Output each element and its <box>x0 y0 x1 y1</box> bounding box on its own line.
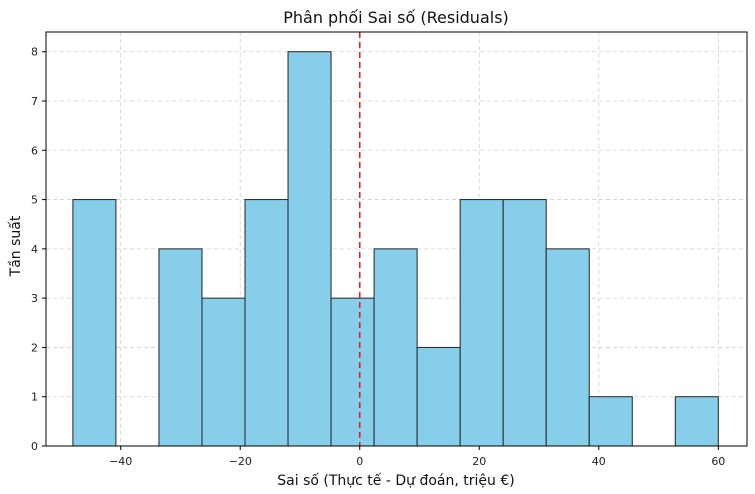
histogram-bar <box>244 199 289 447</box>
histogram-bar <box>72 199 117 447</box>
histogram-bar <box>158 248 203 447</box>
plot-frame <box>45 31 748 447</box>
x-tick-label: −40 <box>109 455 132 468</box>
y-tick-label: 1 <box>31 391 38 404</box>
x-tick-label: −20 <box>229 455 252 468</box>
y-tick-label: 2 <box>31 341 38 354</box>
x-tick-label: 0 <box>356 455 363 468</box>
histogram-bar <box>588 396 633 447</box>
x-axis-ticks: −40 −20 0 20 40 60 <box>109 446 725 468</box>
histogram-bar <box>416 346 461 447</box>
y-tick-label: 7 <box>31 95 38 108</box>
histogram-bar <box>502 199 547 447</box>
histogram-bar <box>201 297 246 447</box>
histogram-bar <box>287 51 332 447</box>
histogram-bars <box>72 51 719 447</box>
y-tick-label: 8 <box>31 46 38 59</box>
histogram-bar <box>330 297 375 447</box>
y-tick-label: 5 <box>31 194 38 207</box>
y-axis-ticks: 0 1 2 3 4 5 6 7 8 <box>31 46 46 453</box>
y-axis-label: Tần suất <box>8 215 24 277</box>
x-tick-label: 20 <box>472 455 486 468</box>
x-tick-label: 40 <box>592 455 606 468</box>
histogram-bar <box>459 199 504 447</box>
x-axis-label: Sai số (Thực tế - Dự đoán, triệu €) <box>277 472 514 489</box>
y-tick-label: 4 <box>31 243 38 256</box>
y-tick-label: 6 <box>31 144 38 157</box>
y-tick-label: 3 <box>31 292 38 305</box>
histogram-bar <box>674 396 719 447</box>
chart-title: Phân phối Sai số (Residuals) <box>283 8 509 27</box>
histogram-bar <box>373 248 418 447</box>
x-tick-label: 60 <box>711 455 725 468</box>
y-tick-label: 0 <box>31 440 38 453</box>
histogram-bar <box>545 248 590 447</box>
